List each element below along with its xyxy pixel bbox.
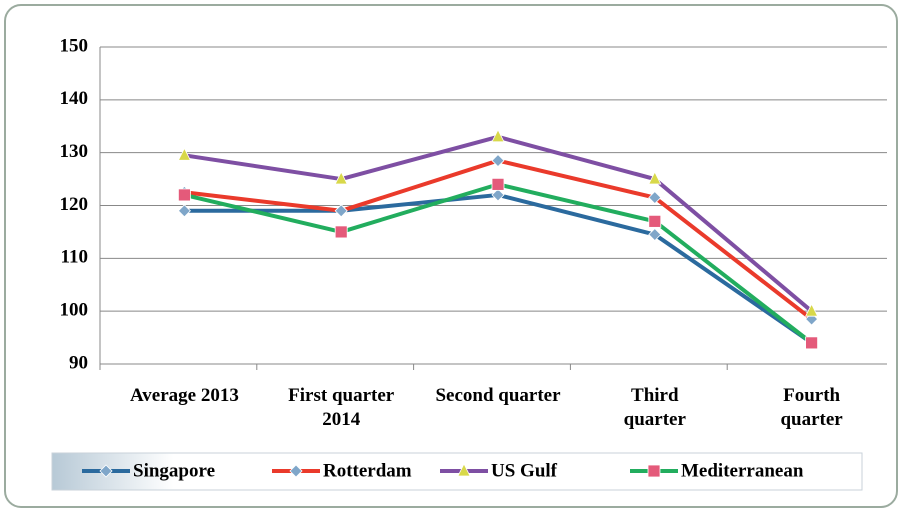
marker — [805, 336, 818, 350]
marker — [177, 188, 191, 202]
y-tick-label: 150 — [60, 35, 89, 56]
x-tick-label: Fourth quarter — [780, 385, 843, 430]
marker — [648, 214, 662, 228]
marker — [334, 204, 348, 218]
x-tick-label: First quarter 2014 — [288, 385, 395, 430]
marker — [99, 464, 113, 478]
marker — [289, 464, 303, 478]
y-tick-label: 130 — [60, 141, 89, 162]
marker — [491, 188, 505, 202]
marker — [491, 154, 505, 168]
x-tick-label: Second quarter — [435, 385, 561, 406]
marker — [647, 464, 661, 478]
marker — [648, 191, 662, 205]
legend-label: Rotterdam — [323, 460, 412, 481]
legend-label: US Gulf — [491, 460, 558, 481]
y-tick-label: 90 — [69, 352, 88, 373]
y-tick-label: 120 — [60, 194, 89, 215]
marker — [457, 463, 471, 477]
marker — [177, 204, 191, 218]
x-tick-label: Average 2013 — [129, 385, 239, 406]
marker — [334, 225, 348, 239]
legend-label: Mediterranean — [681, 460, 804, 481]
x-tick-label: Third quarter — [623, 385, 686, 430]
marker — [804, 303, 819, 317]
marker — [491, 177, 505, 191]
marker — [177, 147, 192, 161]
frame — [4, 4, 898, 508]
legend-label: Singapore — [133, 460, 215, 481]
marker — [648, 227, 662, 242]
marker — [334, 171, 348, 185]
y-tick-label: 140 — [60, 88, 89, 109]
marker — [491, 128, 505, 143]
y-tick-label: 110 — [61, 247, 88, 268]
marker — [648, 171, 662, 185]
y-tick-label: 100 — [60, 300, 89, 321]
